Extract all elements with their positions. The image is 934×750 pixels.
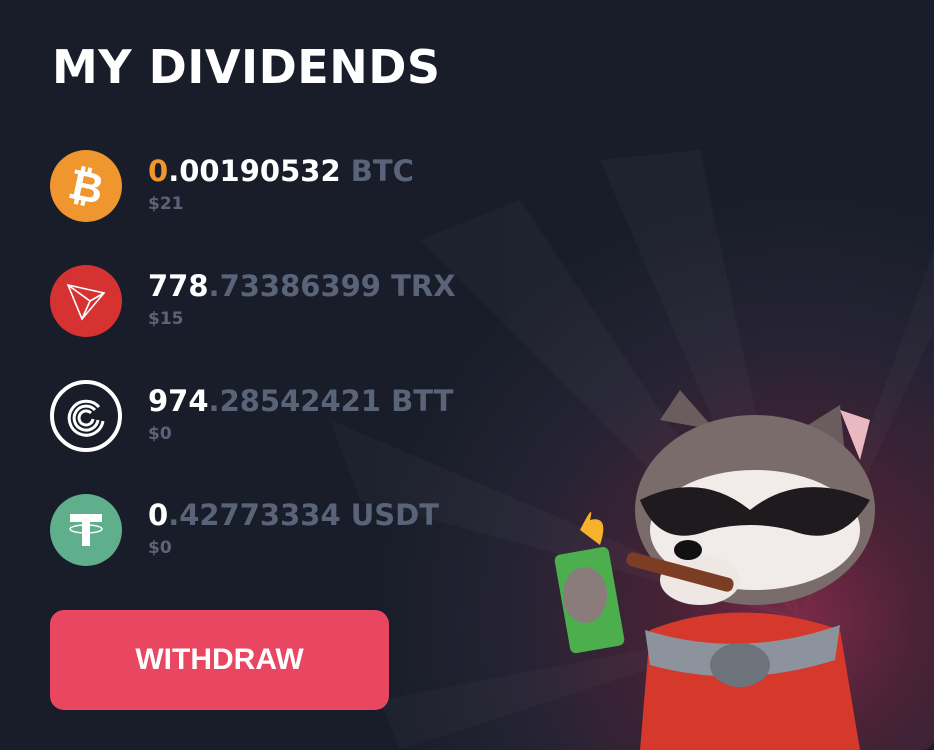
- page-title: MY DIVIDENDS: [52, 40, 441, 94]
- amount-fraction: .42773334: [168, 498, 341, 532]
- tron-icon: [50, 265, 122, 337]
- usd-value: $21: [148, 194, 184, 214]
- withdraw-button[interactable]: WITHDRAW: [50, 610, 389, 710]
- currency-unit: BTT: [391, 384, 454, 418]
- bittorrent-icon: [50, 380, 122, 452]
- amount-fraction: .00190532: [168, 154, 341, 188]
- amount-integer: 0: [148, 154, 169, 188]
- bitcoin-icon: ₿: [50, 150, 122, 222]
- amount-integer: 974: [148, 384, 209, 418]
- currency-unit: BTC: [350, 154, 414, 188]
- amount-fraction: .28542421: [208, 384, 381, 418]
- amount-fraction: .73386399: [208, 269, 381, 303]
- amount-integer: 0: [148, 498, 169, 532]
- usd-value: $15: [148, 309, 184, 329]
- amount-integer: 778: [148, 269, 209, 303]
- dividend-row-trx: 778.73386399 TRX $15: [50, 265, 456, 337]
- currency-unit: USDT: [350, 498, 440, 532]
- dividend-row-usdt: 0.42773334 USDT $0: [50, 494, 439, 566]
- usd-value: $0: [148, 538, 172, 558]
- raccoon-mascot-illustration: [554, 390, 875, 750]
- tether-icon: [50, 494, 122, 566]
- currency-unit: TRX: [391, 269, 456, 303]
- usd-value: $0: [148, 424, 172, 444]
- dividend-row-btc: ₿ 0.00190532 BTC $21: [50, 150, 414, 222]
- dividend-row-btt: 974.28542421 BTT $0: [50, 380, 453, 452]
